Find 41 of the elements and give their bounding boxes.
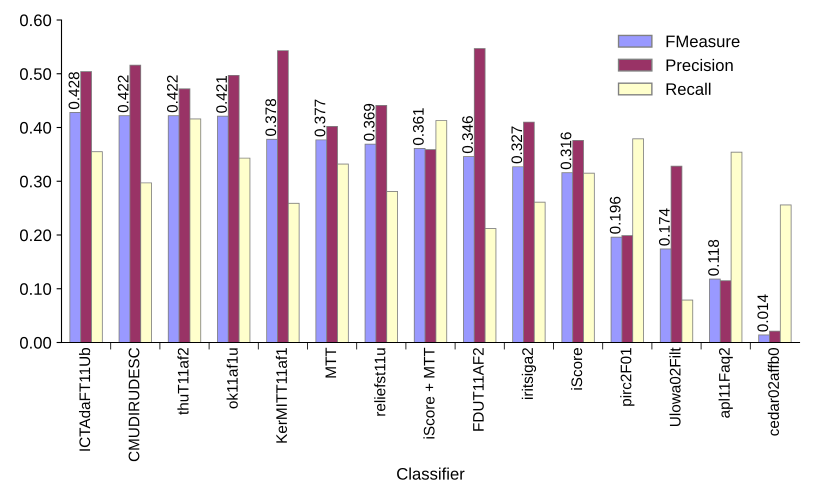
data-label: 0.377 <box>314 100 326 136</box>
data-label: 0.346 <box>462 116 473 154</box>
x-tick-label: reliefst11u <box>374 348 386 416</box>
data-label: 0.369 <box>364 104 375 141</box>
y-tick-label: 0.50 <box>20 68 52 80</box>
y-tick-label: 0.10 <box>20 283 52 295</box>
x-tick-label: ICTAdaFT11Ub <box>78 348 90 451</box>
legend-label: Recall <box>666 82 710 95</box>
x-tick-label: MTT <box>326 348 336 378</box>
y-tick-label: 0.30 <box>20 176 52 188</box>
x-tick-label: FDUT11AF2 <box>472 348 484 431</box>
data-label: 0.174 <box>658 208 670 246</box>
data-label: 0.428 <box>68 72 80 110</box>
x-tick-label: apl11Faq2 <box>718 348 733 418</box>
data-label: 0.014 <box>757 294 768 332</box>
x-tick-label: iritsiga2 <box>522 348 536 399</box>
y-tick-label: 0.00 <box>20 336 52 349</box>
x-tick-label: ok11af1u <box>226 348 238 408</box>
x-axis-title: Classifier <box>397 468 464 480</box>
data-label: 0.361 <box>412 108 424 146</box>
data-label: 0.422 <box>166 75 178 112</box>
x-tick-label: CMUDIRUDESC <box>128 348 140 462</box>
x-tick-label: cedar02affb0 <box>768 348 779 436</box>
x-tick-label: iScore <box>570 348 582 390</box>
x-tick-label: KerMITT11af1 <box>276 348 287 443</box>
y-tick-label: 0.60 <box>20 14 52 26</box>
data-label: 0.421 <box>216 76 227 113</box>
data-label: 0.422 <box>118 75 129 112</box>
data-label: 0.378 <box>265 98 276 136</box>
x-tick-label: pirc2F01 <box>620 348 634 406</box>
x-tick-label: iScore + MTT <box>423 348 435 438</box>
data-label: 0.196 <box>610 196 621 234</box>
x-tick-label: thuT11af2 <box>177 348 189 415</box>
data-label: 0.118 <box>708 240 719 276</box>
y-tick-label: 0.20 <box>20 229 52 242</box>
legend-label: FMeasure <box>666 36 740 48</box>
legend-label: Precision <box>666 58 733 72</box>
data-label: 0.316 <box>560 132 572 170</box>
x-tick-label: Ulowa02Filt <box>669 347 681 426</box>
y-tick-label: 0.40 <box>20 122 52 134</box>
data-label: 0.327 <box>511 126 522 164</box>
